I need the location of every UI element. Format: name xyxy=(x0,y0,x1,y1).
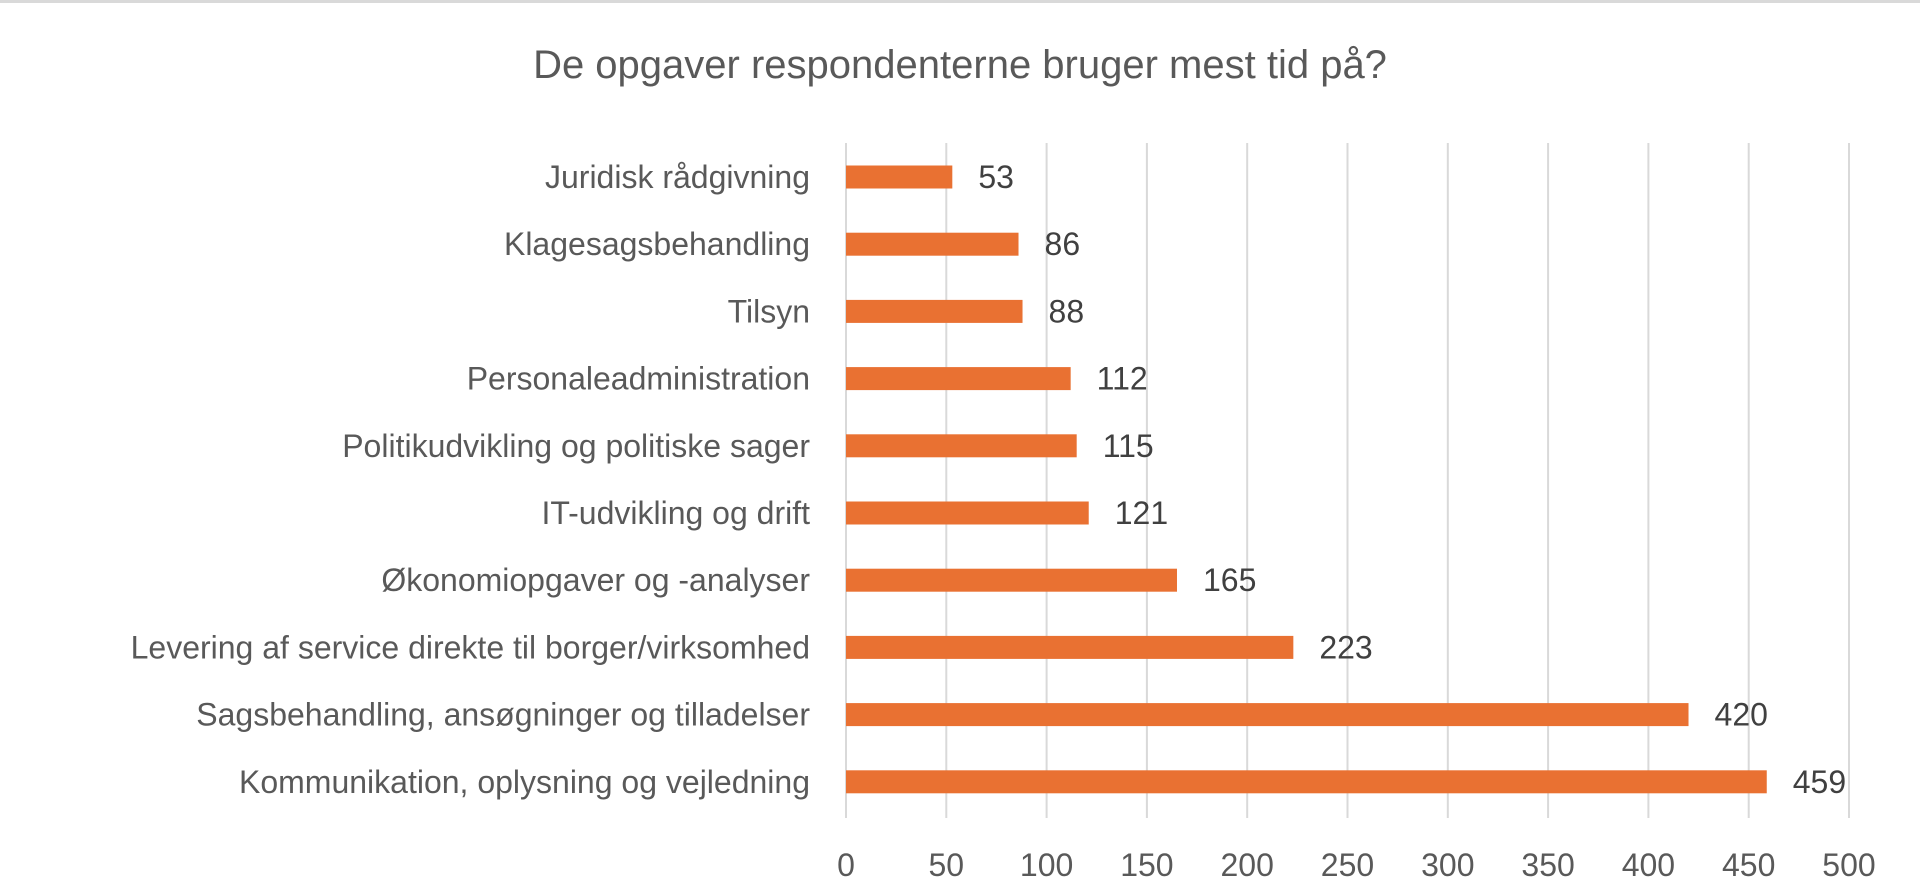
x-tick-label: 450 xyxy=(1722,847,1775,883)
bar xyxy=(846,232,1019,256)
category-label: Personaleadministration xyxy=(467,361,810,397)
bar xyxy=(846,299,1023,323)
category-label: Politikudvikling og politiske sager xyxy=(342,428,810,464)
x-tick-label: 150 xyxy=(1120,847,1173,883)
category-label: Juridisk rådgivning xyxy=(545,159,810,195)
category-label: Økonomiopgaver og -analyser xyxy=(381,562,810,598)
data-label: 112 xyxy=(1097,361,1148,397)
x-tick-label: 0 xyxy=(837,847,855,883)
category-label: Sagsbehandling, ansøgninger og tilladels… xyxy=(196,697,810,733)
bar xyxy=(846,501,1089,525)
x-tick-label: 400 xyxy=(1622,847,1675,883)
data-label: 115 xyxy=(1103,428,1154,464)
bar xyxy=(846,165,953,189)
x-tick-label: 350 xyxy=(1521,847,1574,883)
bar xyxy=(846,434,1077,458)
category-label: Kommunikation, oplysning og vejledning xyxy=(239,764,810,800)
category-label: IT-udvikling og drift xyxy=(541,495,810,531)
data-label: 459 xyxy=(1793,764,1846,800)
category-label: Tilsyn xyxy=(728,293,810,329)
data-label: 88 xyxy=(1049,293,1085,329)
data-labels: 53 86 88 112 115 121 165 223 420 459 xyxy=(978,159,1846,800)
bar xyxy=(846,635,1294,659)
data-label: 223 xyxy=(1319,629,1372,665)
x-tick-label: 300 xyxy=(1421,847,1474,883)
data-label: 420 xyxy=(1715,697,1768,733)
data-label: 165 xyxy=(1203,562,1256,598)
x-tick-label: 500 xyxy=(1822,847,1875,883)
x-tick-label: 250 xyxy=(1321,847,1374,883)
x-tick-label: 200 xyxy=(1221,847,1274,883)
chart-title: De opgaver respondenterne bruger mest ti… xyxy=(533,43,1387,87)
data-label: 121 xyxy=(1115,495,1168,531)
category-label: Levering af service direkte til borger/v… xyxy=(131,629,810,665)
bar xyxy=(846,367,1071,391)
top-border xyxy=(0,0,1920,3)
x-axis-tick-labels: 0 50 100 150 200 250 300 350 400 450 500 xyxy=(837,847,1876,883)
category-label: Klagesagsbehandling xyxy=(504,226,810,262)
bar xyxy=(846,703,1689,727)
category-labels: Juridisk rådgivning Klagesagsbehandling Ti… xyxy=(131,159,811,800)
bar xyxy=(846,568,1177,592)
x-tick-label: 100 xyxy=(1020,847,1073,883)
data-label: 86 xyxy=(1045,226,1081,262)
x-tick-label: 50 xyxy=(929,847,965,883)
bars xyxy=(846,165,1767,794)
bar xyxy=(846,770,1767,794)
data-label: 53 xyxy=(978,159,1014,195)
